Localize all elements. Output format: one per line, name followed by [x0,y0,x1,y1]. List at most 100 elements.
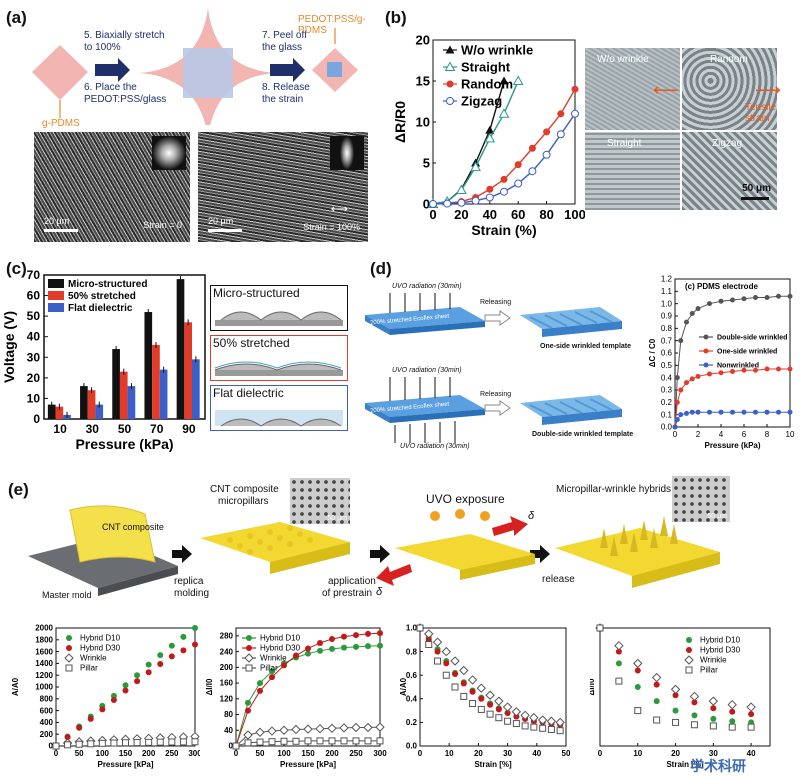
step7b-text: the glass [262,42,303,53]
data-point [753,409,758,415]
x-tick-label: 30 [709,749,718,758]
side-micro-schematic [215,311,343,326]
panel-label-a: (a) [6,8,27,27]
data-point [315,723,325,734]
data-point [353,643,359,650]
data-point [529,712,539,723]
data-point [376,737,384,745]
y-tick-label: 200 [220,663,234,672]
data-point [487,701,494,708]
data-point [304,737,312,745]
y-axis-label: ΔR/R0 [392,101,408,143]
y-tick-label: 1800 [35,635,53,644]
x-tick-label: 0 [429,207,436,222]
data-point [168,738,176,746]
legend-marker [703,362,709,368]
data-point [340,737,348,745]
data-point [460,692,468,700]
data-point [180,633,187,640]
legend-label: Hybrid D30 [80,644,121,653]
data-point [64,741,72,749]
e-application-label2: of prestrain [322,588,373,599]
legend-label: Hybrid D10 [80,634,121,643]
data-point [689,311,695,317]
legend-label: Hybrid D10 [700,636,741,645]
data-point [75,740,83,748]
chart-title: (c) PDMS electrode [685,282,758,291]
legend-marker [685,666,693,674]
data-point [424,629,434,639]
y-tick-label: 1000 [35,683,53,692]
d-uvo-2: UVO radiation (30min) [392,367,462,374]
legend-marker [703,348,709,354]
x-tick-label: 70 [150,422,164,436]
data-point [776,293,781,299]
x-tick-label: 80 [539,207,553,222]
tensile-arrow-left: ⟵ [653,80,679,100]
data-point [513,713,520,720]
x-tick-label: 40 [483,207,497,222]
panel-e-schematic [28,505,720,596]
data-point [689,409,695,415]
y-tick-label: 0 [229,742,234,751]
x-tick-label: 10 [53,422,67,436]
data-point [110,692,117,699]
data-point [485,193,494,202]
data-point [520,710,530,721]
legend-label: One-side wrinkled [717,348,777,355]
data-point [684,319,689,325]
step8-text: 8. Release [262,82,310,93]
data-point [456,184,467,195]
data-point [727,699,737,710]
x-tick-label: 10 [445,749,454,758]
data-point [495,706,502,713]
data-point [192,641,198,648]
data-point [291,724,301,735]
panel-d: (d) UVO radiation (30min) 200% stretched… [360,255,800,455]
gpdms-label: g-PDMS [42,118,80,129]
y-tick-label: 70 [27,268,41,282]
y-tick-label: 40 [27,330,41,344]
legend-marker [703,334,709,340]
data-point [328,737,336,745]
data-point [571,109,579,118]
micro-wo-wrinkle: W/o wrinkle [585,48,680,130]
data-point [764,409,770,415]
data-point [329,645,335,652]
y-tick-label: 30 [27,350,41,364]
y-tick-label: 160 [220,679,234,688]
y-tick-label: 0.8 [406,647,418,656]
y-axis-label: Voltage (V) [1,311,17,383]
y-tick-label: 0.9 [661,312,673,321]
x-axis-label: Strain [%] [666,760,704,769]
data-point [514,161,522,169]
data-point [634,684,641,690]
data-point [707,371,712,377]
y-tick-label: 240 [220,647,234,656]
bar [119,371,128,419]
x-axis-label: Strain [%] [474,760,512,769]
legend-label: Flat dielectric [68,303,133,314]
x-tick-label: 10 [786,430,795,439]
x-tick-label: 50 [256,749,265,758]
y-tick-label: 400 [40,718,54,727]
data-point [684,410,689,416]
data-point [469,700,477,708]
data-point [122,739,129,747]
y-tick-label: 280 [220,632,234,641]
chart-c-voltage: 0 10 20 30 40 50 60 70 Voltage (V) Pressure (kPa)… [1,268,206,452]
x-tick-label: 40 [532,749,541,758]
y-tick-label: 0 [49,742,54,751]
x-axis-label: Pressure (kPa) [704,441,760,450]
data-point [168,653,175,660]
panel-label-c: (c) [6,259,27,278]
data-point [292,737,300,745]
bar [80,386,88,419]
e-master-label: Master mold [42,590,92,600]
data-point [546,716,557,726]
data-point [741,409,747,415]
data-point [500,187,508,196]
y-tick-label: 1.0 [661,299,673,308]
y-tick-label: 1600 [35,647,53,656]
